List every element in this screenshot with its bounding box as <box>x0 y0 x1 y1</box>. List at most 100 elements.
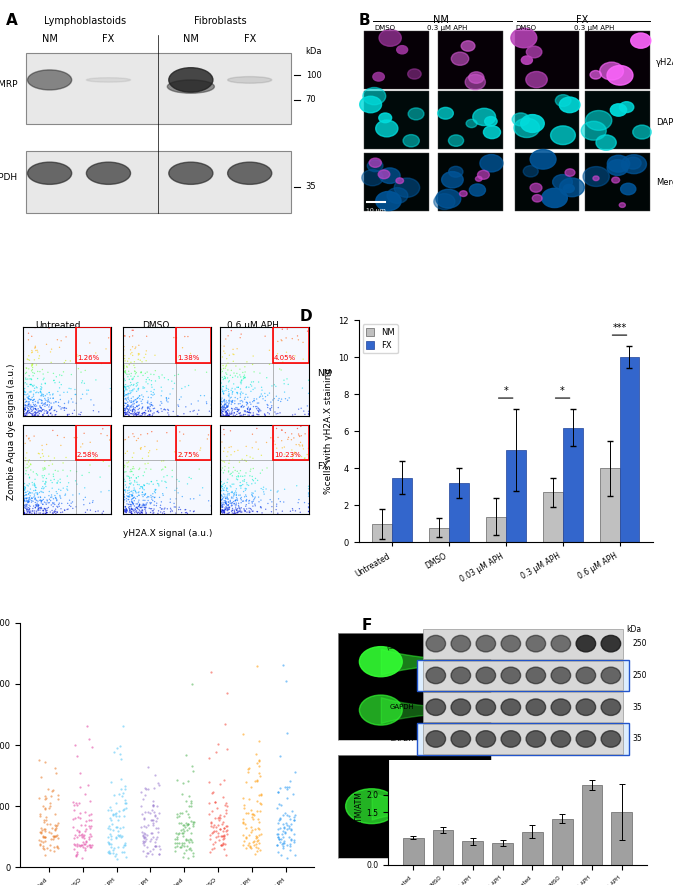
Point <box>43 826 54 840</box>
Point <box>85 813 96 827</box>
Point <box>173 816 184 830</box>
Point <box>203 775 214 789</box>
Point <box>83 732 94 746</box>
Point <box>107 806 118 820</box>
Point <box>170 832 180 846</box>
Point <box>39 802 50 816</box>
Point <box>75 766 85 780</box>
Point <box>49 841 60 855</box>
Point <box>182 817 193 831</box>
Circle shape <box>408 108 424 119</box>
Point <box>136 799 147 813</box>
Point <box>204 750 215 765</box>
Point <box>172 806 182 820</box>
Circle shape <box>441 172 463 188</box>
Point <box>219 821 229 835</box>
Point <box>106 817 117 831</box>
Point <box>283 780 294 794</box>
Point <box>179 824 190 838</box>
Bar <box>372 524 392 543</box>
Point <box>153 839 164 853</box>
Point <box>256 827 267 841</box>
Point <box>254 843 265 858</box>
Circle shape <box>436 189 461 208</box>
Bar <box>365 31 429 88</box>
Point <box>83 819 94 833</box>
Point <box>85 807 96 821</box>
Point <box>213 819 223 833</box>
Circle shape <box>379 29 401 46</box>
Point <box>111 820 122 835</box>
Point <box>239 834 250 848</box>
Circle shape <box>619 102 634 112</box>
Circle shape <box>633 125 651 139</box>
Bar <box>423 692 623 722</box>
Point <box>177 806 188 820</box>
Text: Lymphoblastoids: Lymphoblastoids <box>44 16 126 27</box>
Point <box>154 842 165 856</box>
Point <box>104 846 114 860</box>
Point <box>71 830 82 844</box>
Bar <box>449 483 468 543</box>
Circle shape <box>396 46 408 54</box>
Point <box>289 810 299 824</box>
Point <box>137 829 148 843</box>
Circle shape <box>376 191 401 211</box>
Point <box>214 813 225 827</box>
Text: B: B <box>359 13 370 28</box>
Point <box>68 812 79 826</box>
Point <box>249 838 260 852</box>
Point <box>237 791 248 805</box>
Point <box>185 814 196 828</box>
Point <box>214 808 225 822</box>
Point <box>85 820 96 835</box>
Point <box>50 828 61 843</box>
Point <box>148 794 159 808</box>
Point <box>209 835 220 849</box>
Bar <box>365 153 429 211</box>
Point <box>173 827 184 841</box>
Point <box>39 848 50 862</box>
Circle shape <box>612 177 620 183</box>
Point <box>174 826 184 840</box>
Point <box>112 840 123 854</box>
Point <box>285 833 296 847</box>
Circle shape <box>530 183 542 192</box>
Point <box>140 827 151 842</box>
Point <box>51 840 62 854</box>
Text: DMSO: DMSO <box>142 321 169 330</box>
Point <box>213 812 223 826</box>
Point <box>109 788 120 802</box>
Ellipse shape <box>501 667 521 684</box>
Point <box>215 812 225 826</box>
Point <box>285 774 295 789</box>
Ellipse shape <box>86 162 131 184</box>
Point <box>117 820 128 835</box>
Point <box>44 838 55 852</box>
Point <box>143 804 153 819</box>
Circle shape <box>551 126 575 144</box>
Circle shape <box>472 108 495 126</box>
Point <box>77 830 87 844</box>
Point <box>49 823 60 837</box>
Point <box>139 781 150 795</box>
Point <box>277 827 287 841</box>
Ellipse shape <box>227 77 272 83</box>
Circle shape <box>583 166 609 187</box>
Point <box>40 813 51 827</box>
Point <box>256 788 267 802</box>
Point <box>180 816 191 830</box>
Point <box>74 812 85 826</box>
Point <box>285 832 296 846</box>
Point <box>48 829 59 843</box>
Bar <box>26 53 291 125</box>
Point <box>275 797 286 812</box>
Point <box>139 820 149 834</box>
Point <box>280 827 291 841</box>
Ellipse shape <box>426 699 446 715</box>
Point <box>145 843 155 858</box>
Point <box>140 788 151 802</box>
Point <box>139 837 149 851</box>
Text: 0.3 μM APH: 0.3 μM APH <box>574 25 614 31</box>
Point <box>50 807 61 821</box>
